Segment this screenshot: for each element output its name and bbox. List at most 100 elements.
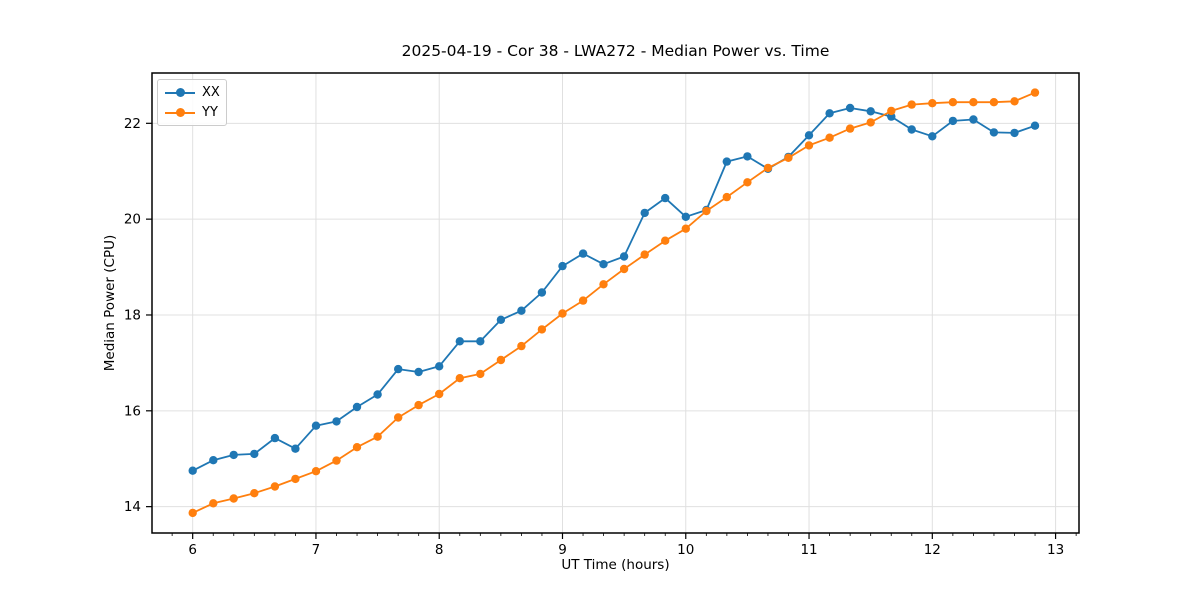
legend-label-yy: YY	[202, 105, 218, 120]
data-point-XX	[537, 288, 547, 297]
data-point-YY	[722, 192, 731, 202]
data-point-XX	[291, 444, 300, 453]
data-point-XX	[907, 125, 916, 134]
plot-border	[151, 72, 1080, 534]
x-tick-label: 10	[677, 542, 694, 558]
data-point-YY	[270, 482, 280, 491]
data-point-XX	[640, 208, 649, 218]
data-point-YY	[291, 474, 300, 484]
data-point-XX	[722, 157, 731, 166]
data-point-YY	[332, 456, 341, 465]
data-point-YY	[537, 325, 547, 334]
data-point-YY	[476, 369, 485, 379]
data-point-YY	[599, 280, 608, 289]
chart-title: 2025-04-19 - Cor 38 - LWA272 - Median Po…	[401, 42, 830, 60]
data-point-YY	[394, 413, 403, 422]
data-point-XX	[661, 193, 670, 203]
data-point-YY	[435, 389, 444, 399]
data-point-YY	[825, 133, 834, 142]
data-point-YY	[209, 499, 218, 508]
data-point-YY	[907, 100, 916, 109]
series-YY	[188, 88, 1040, 518]
series-XX	[188, 103, 1040, 475]
axis-ticks: 6 7 8 9 10 11 12 13 14 16 18 20 22	[124, 116, 1077, 558]
data-point-YY	[661, 236, 670, 245]
data-point-YY	[743, 178, 752, 187]
data-point-XX	[989, 128, 999, 137]
data-point-YY	[188, 508, 197, 518]
data-point-YY	[866, 118, 875, 127]
data-point-YY	[373, 432, 382, 441]
data-point-YY	[250, 489, 259, 498]
data-point-XX	[599, 260, 608, 269]
data-point-YY	[414, 400, 423, 410]
data-point-YY	[681, 224, 690, 233]
y-axis-label: Median Power (CPU)	[102, 234, 118, 372]
data-point-XX	[866, 107, 875, 116]
data-point-XX	[578, 249, 588, 258]
data-point-YY	[640, 250, 649, 259]
x-tick-label: 6	[188, 542, 197, 558]
x-tick-label: 13	[1047, 542, 1064, 558]
legend-marker-xx-icon	[165, 88, 195, 97]
x-tick-label: 11	[800, 542, 817, 558]
data-point-YY	[989, 98, 999, 107]
data-point-YY	[969, 98, 978, 107]
data-point-XX	[558, 261, 567, 271]
x-tick-label: 8	[435, 542, 444, 558]
data-point-YY	[948, 98, 958, 107]
y-tick-label: 20	[124, 212, 141, 228]
legend-marker-yy-icon	[165, 108, 195, 117]
x-tick-label: 12	[924, 542, 941, 558]
data-point-XX	[332, 417, 341, 426]
data-point-XX	[517, 306, 526, 315]
data-point-XX	[209, 456, 218, 465]
legend: XX YY	[157, 79, 227, 126]
data-point-XX	[1030, 121, 1040, 130]
data-point-YY	[1010, 97, 1019, 106]
data-point-YY	[229, 494, 238, 503]
data-point-XX	[250, 449, 259, 459]
data-point-XX	[476, 337, 485, 346]
data-point-YY	[702, 206, 711, 216]
x-tick-label: 9	[558, 542, 567, 558]
data-point-YY	[311, 467, 321, 476]
data-point-XX	[969, 115, 978, 124]
data-point-YY	[928, 99, 937, 108]
y-tick-label: 16	[124, 403, 141, 419]
data-point-YY	[1030, 88, 1040, 97]
y-tick-label: 22	[124, 116, 141, 132]
y-tick-label: 18	[124, 307, 141, 323]
data-point-YY	[578, 296, 588, 305]
data-point-YY	[496, 355, 506, 365]
data-point-YY	[784, 153, 793, 162]
data-point-XX	[1010, 128, 1019, 138]
legend-entry-xx: XX	[165, 85, 220, 100]
data-point-XX	[681, 212, 690, 221]
data-point-XX	[928, 132, 937, 141]
data-point-YY	[455, 374, 464, 383]
data-point-XX	[435, 362, 444, 371]
data-point-YY	[352, 443, 362, 452]
data-point-XX	[804, 131, 814, 140]
data-point-XX	[496, 315, 506, 324]
data-point-XX	[743, 152, 752, 161]
data-point-XX	[825, 109, 834, 118]
gridlines	[152, 73, 1079, 533]
data-point-YY	[845, 124, 855, 133]
data-point-XX	[373, 390, 382, 399]
data-point-XX	[352, 402, 362, 412]
data-point-YY	[763, 163, 773, 173]
data-point-XX	[229, 450, 238, 460]
legend-entry-yy: YY	[165, 105, 219, 120]
data-point-XX	[394, 364, 403, 374]
data-point-XX	[619, 252, 629, 261]
data-point-XX	[948, 116, 958, 126]
x-tick-label: 7	[312, 542, 321, 558]
y-tick-label: 14	[124, 499, 141, 515]
data-point-XX	[455, 337, 464, 346]
data-point-XX	[311, 421, 321, 430]
data-point-XX	[188, 466, 197, 475]
